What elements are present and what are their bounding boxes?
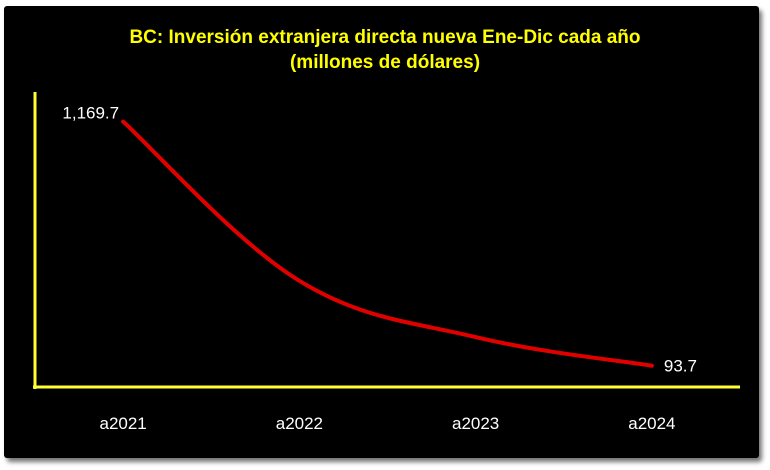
series-group bbox=[121, 119, 654, 368]
data-labels: 1,169.7 93.7 bbox=[62, 104, 697, 376]
chart-subtitle: (millones de dólares) bbox=[290, 52, 480, 73]
data-label: 93.7 bbox=[664, 357, 697, 376]
data-label: 1,169.7 bbox=[62, 104, 119, 123]
series-line bbox=[121, 119, 654, 368]
x-tick-label: a2021 bbox=[99, 414, 146, 433]
chart-title: BC: Inversión extranjera directa nueva E… bbox=[129, 27, 640, 48]
x-tick-label: a2022 bbox=[276, 414, 323, 433]
x-tick-labels: a2021 a2022 a2023 a2024 bbox=[99, 414, 675, 433]
x-tick-label: a2023 bbox=[452, 414, 499, 433]
x-tick-label: a2024 bbox=[628, 414, 675, 433]
chart-frame bbox=[4, 6, 759, 458]
